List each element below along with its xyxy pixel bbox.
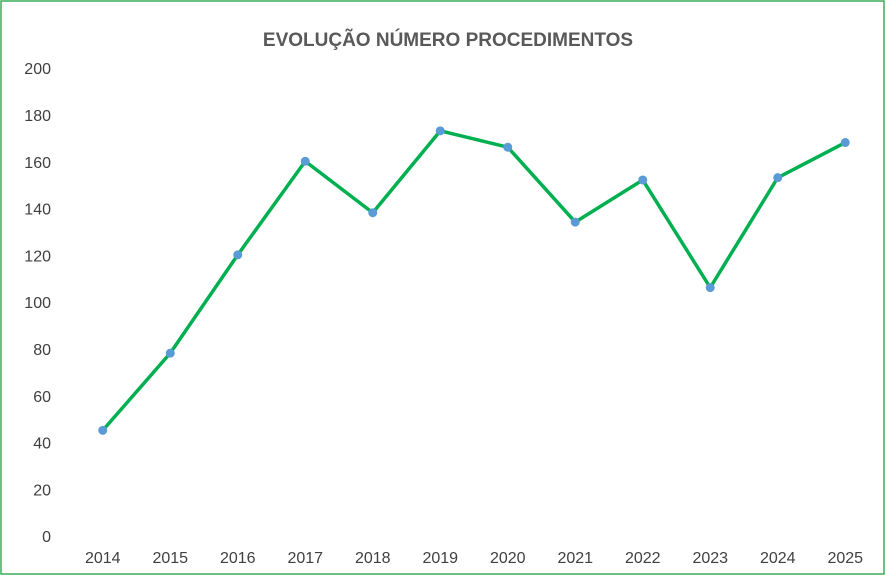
y-tick-label: 160	[24, 155, 51, 172]
y-tick-label: 100	[24, 295, 51, 312]
chart-title: EVOLUÇÃO NÚMERO PROCEDIMENTOS	[263, 29, 633, 51]
x-tick-label: 2018	[355, 550, 391, 567]
x-tick-label: 2021	[557, 550, 593, 567]
x-tick-label: 2014	[85, 550, 121, 567]
x-tick-label: 2022	[625, 550, 661, 567]
data-point	[165, 348, 175, 358]
x-tick-label: 2015	[152, 550, 188, 567]
x-tick-label: 2024	[760, 550, 796, 567]
data-point	[98, 425, 108, 435]
y-tick-label: 60	[33, 389, 51, 406]
data-point	[840, 138, 850, 148]
y-tick-label: 180	[24, 108, 51, 125]
data-point	[435, 126, 445, 136]
data-point	[705, 283, 715, 293]
data-point	[638, 175, 648, 185]
data-point	[233, 250, 243, 260]
y-tick-label: 40	[33, 436, 51, 453]
data-point	[503, 142, 513, 152]
x-tick-label: 2020	[490, 550, 526, 567]
data-point	[773, 173, 783, 183]
x-tick-label: 2025	[827, 550, 863, 567]
y-tick-label: 80	[33, 342, 51, 359]
data-point	[300, 156, 310, 166]
y-tick-label: 20	[33, 482, 51, 499]
y-tick-label: 0	[42, 529, 51, 546]
series-line	[101, 129, 847, 432]
data-point	[368, 208, 378, 218]
x-tick-label: 2017	[287, 550, 323, 567]
y-tick-label: 200	[24, 61, 51, 78]
x-tick-label: 2023	[692, 550, 728, 567]
y-tick-label: 120	[24, 248, 51, 265]
data-point	[570, 217, 580, 227]
x-tick-label: 2019	[422, 550, 458, 567]
y-tick-label: 140	[24, 202, 51, 219]
x-tick-label: 2016	[220, 550, 256, 567]
